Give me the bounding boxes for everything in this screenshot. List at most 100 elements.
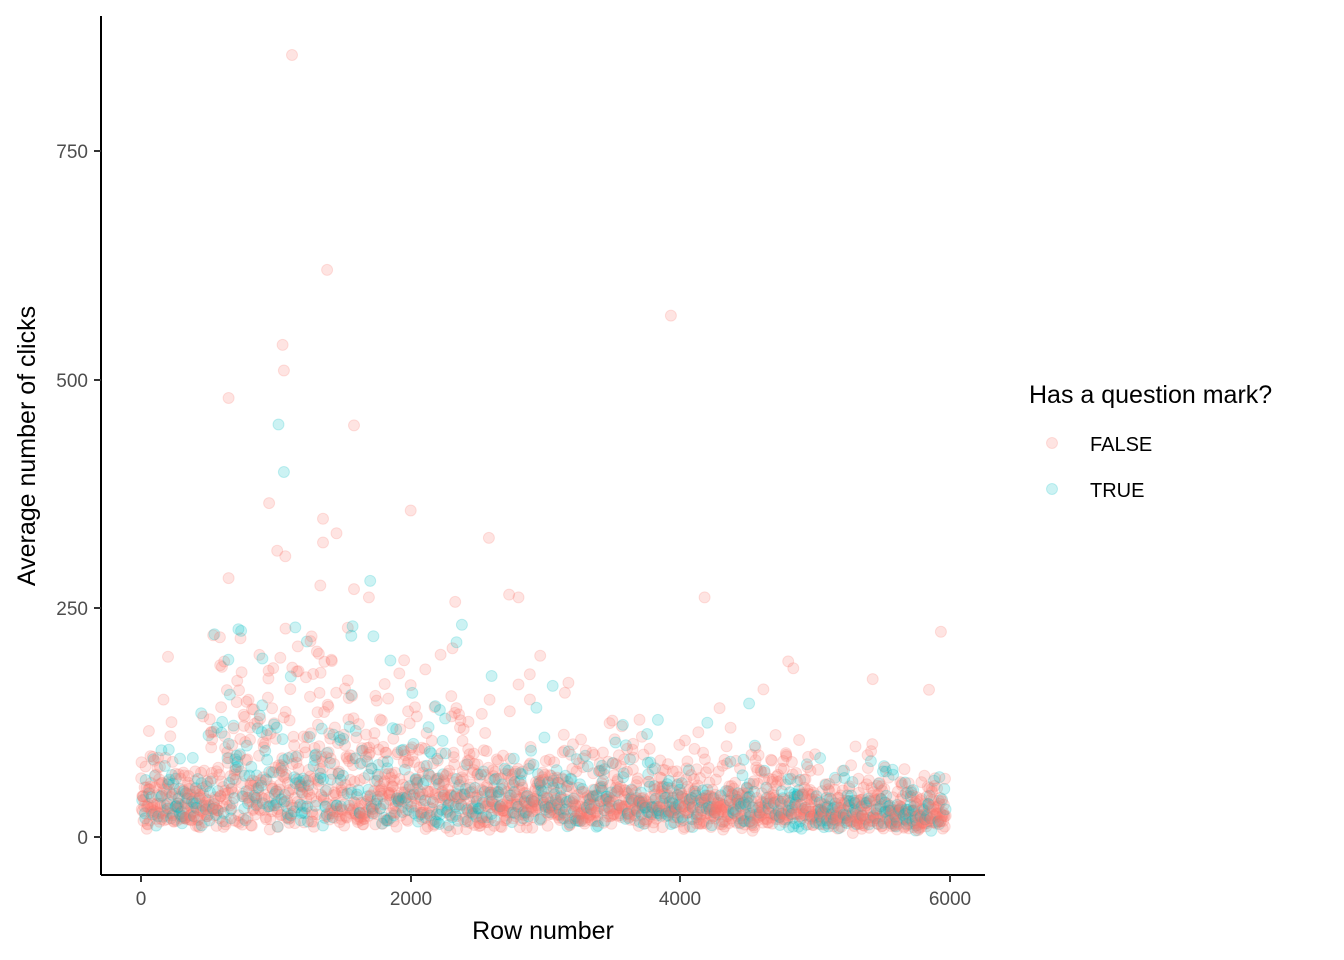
point-false — [388, 806, 401, 818]
point-false — [189, 785, 202, 798]
point-false — [380, 746, 393, 759]
point-true — [412, 815, 425, 828]
point-true — [409, 772, 422, 785]
point-true — [186, 751, 199, 764]
point-false — [223, 799, 236, 812]
point-false — [408, 792, 421, 805]
point-true — [145, 791, 158, 804]
point-true — [324, 756, 336, 769]
point-false — [360, 728, 372, 741]
point-false — [271, 805, 284, 818]
point-false — [410, 800, 423, 812]
point-false — [330, 686, 343, 699]
point-false — [364, 795, 377, 808]
point-false — [392, 793, 405, 806]
point-true — [282, 812, 295, 825]
point-false — [311, 706, 324, 719]
point-false — [164, 802, 177, 815]
point-true — [397, 743, 410, 756]
point-true — [293, 776, 306, 789]
point-true — [270, 796, 283, 809]
point-false — [229, 764, 241, 777]
point-true — [392, 795, 405, 808]
point-true — [263, 800, 276, 813]
point-false — [166, 755, 179, 768]
point-false — [266, 702, 279, 715]
point-true — [525, 744, 538, 757]
point-false — [162, 775, 175, 788]
point-false — [358, 798, 371, 811]
point-false — [401, 797, 414, 810]
point-false — [254, 804, 267, 817]
x-tick-label: 4000 — [659, 889, 701, 910]
point-false — [235, 666, 248, 679]
point-true — [195, 819, 208, 832]
point-false — [236, 788, 249, 800]
point-true — [222, 737, 235, 750]
point-false — [316, 762, 329, 775]
point-false — [138, 800, 151, 813]
point-false — [275, 759, 288, 771]
point-true — [165, 812, 177, 825]
point-false — [258, 803, 271, 816]
point-false — [336, 786, 349, 799]
point-false — [331, 777, 344, 790]
point-true — [334, 734, 347, 747]
point-false — [213, 768, 226, 781]
point-true — [193, 792, 206, 805]
point-false — [633, 713, 646, 726]
point-false — [208, 809, 221, 822]
point-false — [251, 797, 264, 810]
point-false — [420, 727, 433, 739]
point-false — [338, 798, 351, 811]
point-false — [395, 793, 408, 806]
point-false — [323, 807, 336, 820]
point-false — [757, 683, 770, 696]
point-true — [245, 760, 258, 773]
point-false — [329, 811, 342, 824]
point-false — [384, 793, 397, 806]
point-false — [149, 781, 161, 794]
point-false — [159, 751, 172, 764]
point-false — [247, 703, 260, 716]
point-false — [144, 780, 157, 793]
point-true — [381, 762, 394, 775]
point-false — [425, 734, 438, 747]
point-false — [315, 750, 328, 763]
point-false — [199, 808, 212, 821]
point-true — [314, 771, 327, 784]
point-false — [318, 655, 331, 668]
point-false — [158, 804, 171, 817]
point-true — [170, 800, 182, 813]
point-true — [165, 769, 178, 781]
point-false — [279, 622, 292, 635]
point-true — [243, 769, 256, 782]
point-false — [326, 767, 339, 780]
point-false — [153, 815, 166, 828]
point-true — [256, 699, 269, 712]
point-false — [215, 701, 228, 714]
point-false — [418, 742, 431, 755]
point-true — [152, 810, 164, 823]
point-true — [155, 790, 167, 803]
point-false — [347, 759, 359, 772]
point-true — [346, 620, 359, 633]
point-true — [147, 808, 160, 821]
point-false — [377, 740, 390, 753]
point-true — [295, 786, 308, 799]
point-true — [288, 771, 301, 784]
point-false — [327, 799, 339, 812]
point-false — [186, 793, 199, 806]
point-false — [222, 572, 235, 585]
point-false — [939, 772, 951, 785]
point-false — [224, 770, 237, 783]
point-false — [151, 789, 163, 802]
point-false — [158, 814, 171, 827]
point-false — [354, 811, 367, 824]
point-true — [171, 797, 184, 810]
point-true — [158, 760, 171, 772]
point-false — [206, 772, 219, 785]
point-false — [203, 713, 216, 726]
point-false — [233, 816, 246, 829]
